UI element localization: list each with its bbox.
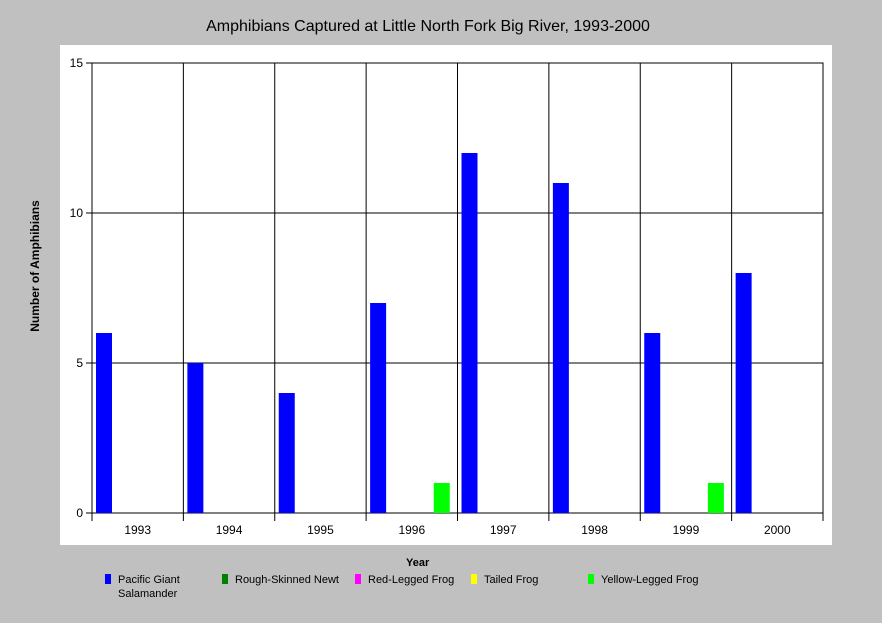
y-tick-label: 0 xyxy=(76,506,83,520)
chart-title: Amphibians Captured at Little North Fork… xyxy=(206,18,650,35)
bar xyxy=(187,363,204,513)
bar xyxy=(278,393,295,513)
legend-label: Pacific Giant Salamander xyxy=(118,574,180,600)
x-tick-label: 1995 xyxy=(307,523,334,537)
y-tick-label: 5 xyxy=(76,356,83,370)
legend-label: Yellow-Legged Frog xyxy=(601,574,699,586)
bar xyxy=(433,483,450,513)
x-tick-label: 1999 xyxy=(673,523,700,537)
legend-swatch xyxy=(471,574,477,584)
x-tick-label: 1998 xyxy=(581,523,608,537)
legend-label: Red-Legged Frog xyxy=(368,574,455,586)
bar xyxy=(370,303,387,513)
y-axis-label: Number of Amphibians xyxy=(28,200,42,332)
y-tick-label: 10 xyxy=(70,206,84,220)
legend-swatch xyxy=(222,574,228,584)
bar xyxy=(461,153,478,513)
legend-swatch xyxy=(588,574,594,584)
x-tick-label: 2000 xyxy=(764,523,791,537)
legend-swatch xyxy=(105,574,111,584)
x-axis-label: Year xyxy=(406,557,430,569)
bar xyxy=(707,483,724,513)
x-tick-label: 1997 xyxy=(490,523,517,537)
plot-frame xyxy=(91,62,824,514)
x-tick-label: 1994 xyxy=(216,523,243,537)
x-tick-label: 1993 xyxy=(124,523,151,537)
bar xyxy=(96,333,112,513)
y-tick-label: 15 xyxy=(70,56,84,70)
bar xyxy=(552,183,569,513)
x-tick-label: 1996 xyxy=(398,523,425,537)
legend-label: Rough-Skinned Newt xyxy=(235,574,339,586)
legend-label: Tailed Frog xyxy=(484,574,539,586)
bar xyxy=(644,333,661,513)
legend-swatch xyxy=(355,574,361,584)
legend: Pacific Giant Salamander Rough-Skinned Ne… xyxy=(105,573,865,613)
bar xyxy=(735,273,752,513)
